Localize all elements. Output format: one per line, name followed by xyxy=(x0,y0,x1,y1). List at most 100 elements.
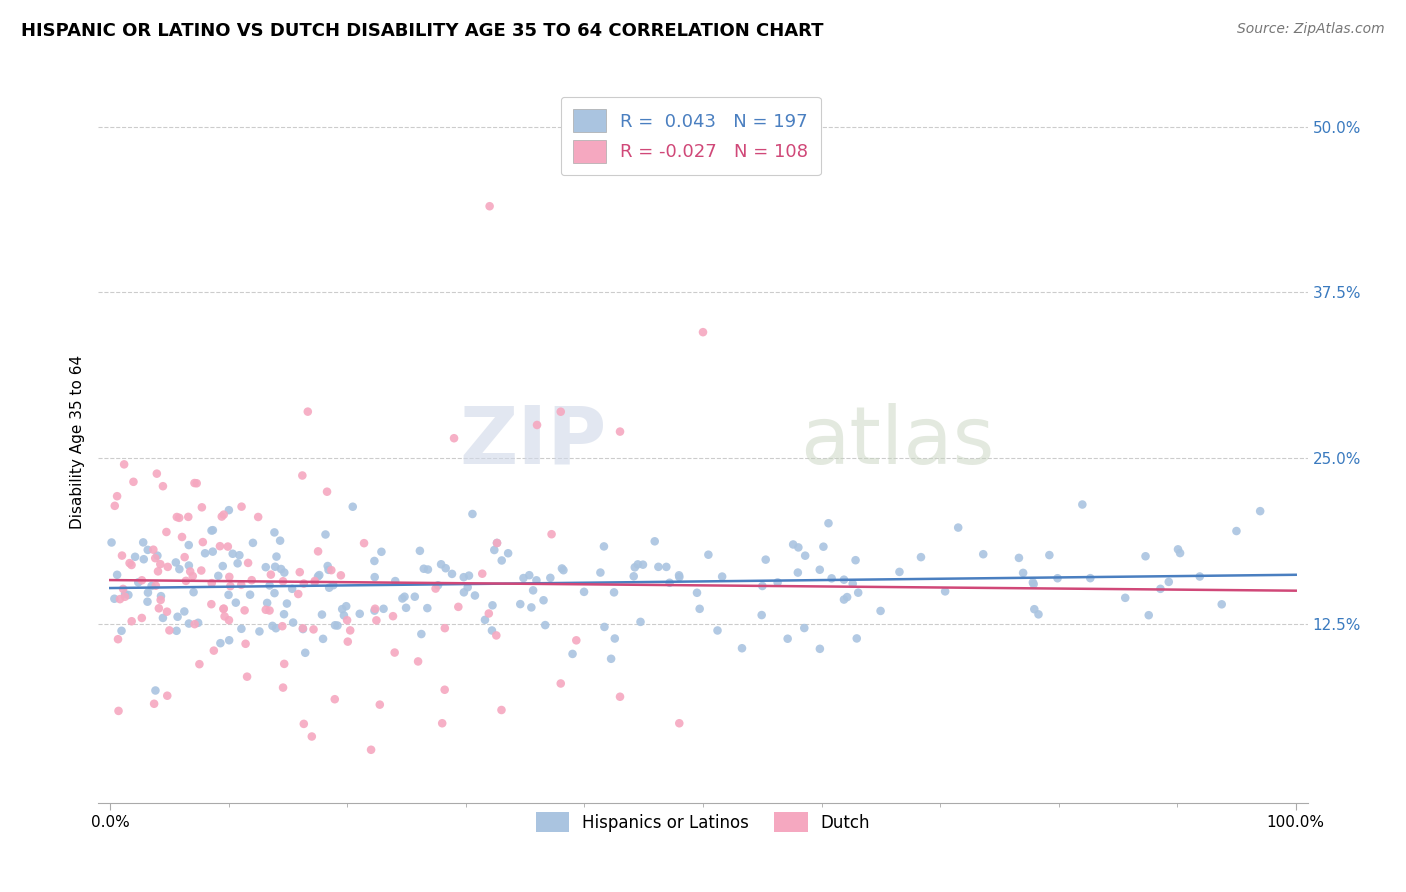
Point xyxy=(149,557,172,571)
Point xyxy=(453,570,475,584)
Point xyxy=(692,325,714,339)
Point xyxy=(166,510,188,524)
Point xyxy=(627,558,650,572)
Point xyxy=(731,641,754,656)
Point xyxy=(211,559,233,574)
Point xyxy=(697,548,720,562)
Point xyxy=(668,570,690,584)
Point xyxy=(630,615,652,629)
Point xyxy=(368,698,391,712)
Point xyxy=(301,730,323,744)
Point xyxy=(846,585,869,599)
Point xyxy=(281,615,304,630)
Point xyxy=(146,549,169,563)
Point xyxy=(1114,591,1136,605)
Point xyxy=(443,431,465,445)
Point xyxy=(201,544,224,558)
Point xyxy=(550,405,572,419)
Point xyxy=(609,690,631,704)
Point xyxy=(212,601,235,615)
Point xyxy=(1046,571,1069,585)
Point xyxy=(104,499,127,513)
Point xyxy=(333,608,356,623)
Point xyxy=(304,574,326,588)
Point xyxy=(228,548,250,562)
Point xyxy=(478,607,501,621)
Point xyxy=(813,540,835,554)
Point xyxy=(226,557,249,571)
Point xyxy=(291,468,314,483)
Point xyxy=(522,583,544,598)
Point xyxy=(845,553,868,567)
Point xyxy=(318,581,340,595)
Point xyxy=(533,593,555,607)
Point xyxy=(108,592,131,607)
Point xyxy=(869,604,891,618)
Point xyxy=(271,574,294,589)
Point xyxy=(152,479,174,493)
Point xyxy=(589,566,612,580)
Point xyxy=(157,624,180,638)
Point xyxy=(235,637,257,651)
Point xyxy=(103,591,125,606)
Point xyxy=(889,565,911,579)
Point xyxy=(457,580,479,594)
Legend: Hispanics or Latinos, Dutch: Hispanics or Latinos, Dutch xyxy=(522,799,884,845)
Point xyxy=(572,585,595,599)
Point xyxy=(174,574,197,588)
Point xyxy=(156,689,179,703)
Point xyxy=(188,657,211,672)
Point xyxy=(201,523,224,537)
Point xyxy=(143,551,166,566)
Point xyxy=(353,536,375,550)
Point xyxy=(271,619,294,633)
Point xyxy=(269,533,291,548)
Point xyxy=(141,579,163,593)
Point xyxy=(425,582,447,596)
Point xyxy=(391,591,413,606)
Point xyxy=(124,549,146,564)
Point xyxy=(107,704,129,718)
Text: ZIP: ZIP xyxy=(458,402,606,481)
Point xyxy=(323,618,346,632)
Point xyxy=(1137,608,1160,623)
Point xyxy=(647,559,669,574)
Point xyxy=(755,552,778,566)
Y-axis label: Disability Age 35 to 64: Disability Age 35 to 64 xyxy=(69,354,84,529)
Point xyxy=(322,578,344,592)
Point xyxy=(370,545,392,559)
Point xyxy=(1157,574,1180,589)
Point xyxy=(363,554,385,568)
Point xyxy=(236,556,259,570)
Point xyxy=(364,601,387,615)
Point xyxy=(793,621,815,635)
Text: Source: ZipAtlas.com: Source: ZipAtlas.com xyxy=(1237,22,1385,37)
Point xyxy=(776,632,799,646)
Point xyxy=(292,576,315,591)
Point xyxy=(416,562,439,576)
Point xyxy=(212,602,235,616)
Point xyxy=(167,511,190,525)
Point xyxy=(411,627,433,641)
Point xyxy=(297,404,319,418)
Point xyxy=(461,507,484,521)
Point xyxy=(273,657,295,671)
Point xyxy=(242,536,264,550)
Point xyxy=(326,618,349,632)
Point xyxy=(550,676,572,690)
Point xyxy=(1038,548,1060,562)
Point xyxy=(233,603,256,617)
Point xyxy=(817,516,839,531)
Point xyxy=(166,624,188,638)
Point xyxy=(520,600,543,615)
Point xyxy=(254,560,277,574)
Point xyxy=(412,562,434,576)
Point xyxy=(146,565,169,579)
Point xyxy=(593,540,616,554)
Point xyxy=(218,613,240,627)
Point xyxy=(240,573,263,587)
Point xyxy=(751,579,773,593)
Point xyxy=(177,616,200,631)
Point xyxy=(259,603,281,617)
Point xyxy=(447,599,470,614)
